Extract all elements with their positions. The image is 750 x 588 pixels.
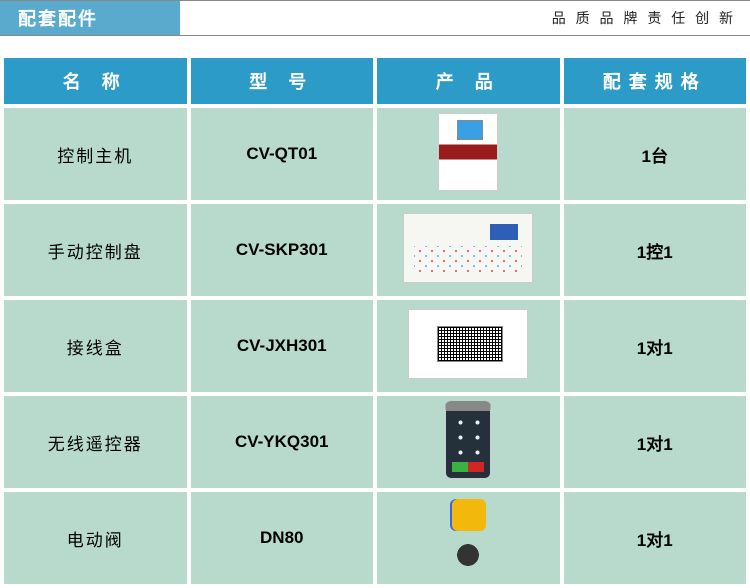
cell-spec: 1对1	[564, 300, 747, 392]
table-row: 无线遥控器CV-YKQ301 1对1	[4, 396, 746, 488]
section-title: 配套配件	[0, 1, 180, 35]
col-model: 型 号	[191, 58, 374, 104]
cell-model: CV-YKQ301	[191, 396, 374, 488]
table-row: 控制主机CV-QT01 1台	[4, 108, 746, 200]
cell-spec: 1对1	[564, 396, 747, 488]
cell-product	[377, 396, 560, 488]
table-row: 电动阀DN80 1对1	[4, 492, 746, 584]
product-kiosk-icon	[438, 113, 498, 191]
cell-name: 无线遥控器	[4, 396, 187, 488]
col-spec: 配套规格	[564, 58, 747, 104]
cell-model: DN80	[191, 492, 374, 584]
cell-name: 接线盒	[4, 300, 187, 392]
col-product: 产 品	[377, 58, 560, 104]
cell-name: 控制主机	[4, 108, 187, 200]
accessories-table: 名 称 型 号 产 品 配套规格 控制主机CV-QT011台手动控制盘CV-SK…	[0, 54, 750, 588]
cell-name: 电动阀	[4, 492, 187, 584]
cell-product	[377, 492, 560, 584]
product-remote-icon	[445, 401, 491, 479]
tagline-text: 品 质 品 牌 责 任 创 新	[552, 8, 750, 28]
table-header-row: 名 称 型 号 产 品 配套规格	[4, 58, 746, 104]
section-title-text: 配套配件	[18, 5, 98, 31]
product-jbox-icon	[408, 309, 528, 379]
cell-name: 手动控制盘	[4, 204, 187, 296]
cell-product	[377, 204, 560, 296]
table-body: 控制主机CV-QT011台手动控制盘CV-SKP3011控1接线盒CV-JXH3…	[4, 108, 746, 584]
product-panel-icon	[403, 213, 533, 283]
col-name: 名 称	[4, 58, 187, 104]
cell-spec: 1台	[564, 108, 747, 200]
table-row: 接线盒CV-JXH301 1对1	[4, 300, 746, 392]
cell-spec: 1控1	[564, 204, 747, 296]
cell-model: CV-QT01	[191, 108, 374, 200]
product-valve-icon	[438, 497, 498, 575]
cell-spec: 1对1	[564, 492, 747, 584]
cell-product	[377, 300, 560, 392]
page-header: 配套配件 品 质 品 牌 责 任 创 新	[0, 0, 750, 36]
cell-product	[377, 108, 560, 200]
cell-model: CV-SKP301	[191, 204, 374, 296]
table-row: 手动控制盘CV-SKP301 1控1	[4, 204, 746, 296]
cell-model: CV-JXH301	[191, 300, 374, 392]
